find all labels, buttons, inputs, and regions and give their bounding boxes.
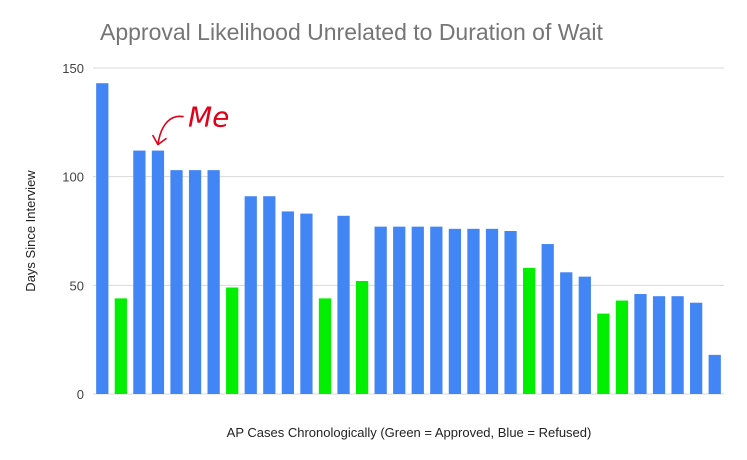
y-tick-label: 50 — [70, 278, 84, 293]
bar-approved — [523, 267, 536, 394]
bar-approved — [355, 280, 369, 394]
bar-refused — [411, 226, 424, 394]
bar-refused — [300, 213, 313, 394]
bar-approved — [114, 298, 127, 394]
bar-refused — [652, 296, 666, 394]
bar-refused — [671, 296, 684, 394]
x-axis-label: AP Cases Chronologically (Green = Approv… — [227, 425, 592, 440]
bar-refused — [170, 170, 183, 394]
bar-refused — [467, 228, 480, 394]
bar-refused — [207, 170, 220, 394]
bar-refused — [263, 196, 276, 394]
bar-refused — [634, 294, 647, 394]
bar-approved — [318, 298, 332, 394]
y-tick-labels: 0 50 100 150 — [62, 61, 84, 402]
bar-refused — [578, 276, 591, 394]
bar-refused — [560, 272, 573, 394]
y-tick-label: 150 — [62, 61, 84, 76]
bar-refused — [96, 83, 109, 395]
bar-approved — [615, 300, 629, 394]
bar-refused — [133, 150, 146, 394]
bar-refused — [188, 170, 202, 394]
bar-refused — [690, 302, 703, 394]
bar-approved — [226, 287, 239, 394]
chart-title: Approval Likelihood Unrelated to Duratio… — [100, 19, 603, 45]
bar-refused — [281, 211, 294, 394]
y-tick-label: 100 — [62, 170, 84, 185]
annotation-arrow-icon — [152, 115, 184, 146]
bar-refused — [448, 228, 462, 394]
bar-refused — [541, 244, 554, 394]
bar-approved — [597, 313, 610, 394]
bar-refused — [393, 226, 406, 394]
bar-refused — [374, 226, 387, 394]
bar-refused — [337, 215, 350, 394]
bar-refused — [244, 196, 257, 394]
bar-refused — [504, 231, 517, 394]
annotation-text: Me — [188, 101, 229, 134]
bar-refused — [430, 226, 443, 394]
bar-refused — [708, 354, 721, 394]
bar-refused — [151, 150, 165, 394]
bar-refused — [485, 228, 499, 394]
y-tick-label: 0 — [77, 387, 84, 402]
y-axis-label: Days Since Interview — [23, 170, 38, 292]
annotation: Me — [152, 101, 229, 146]
bars — [96, 83, 721, 395]
